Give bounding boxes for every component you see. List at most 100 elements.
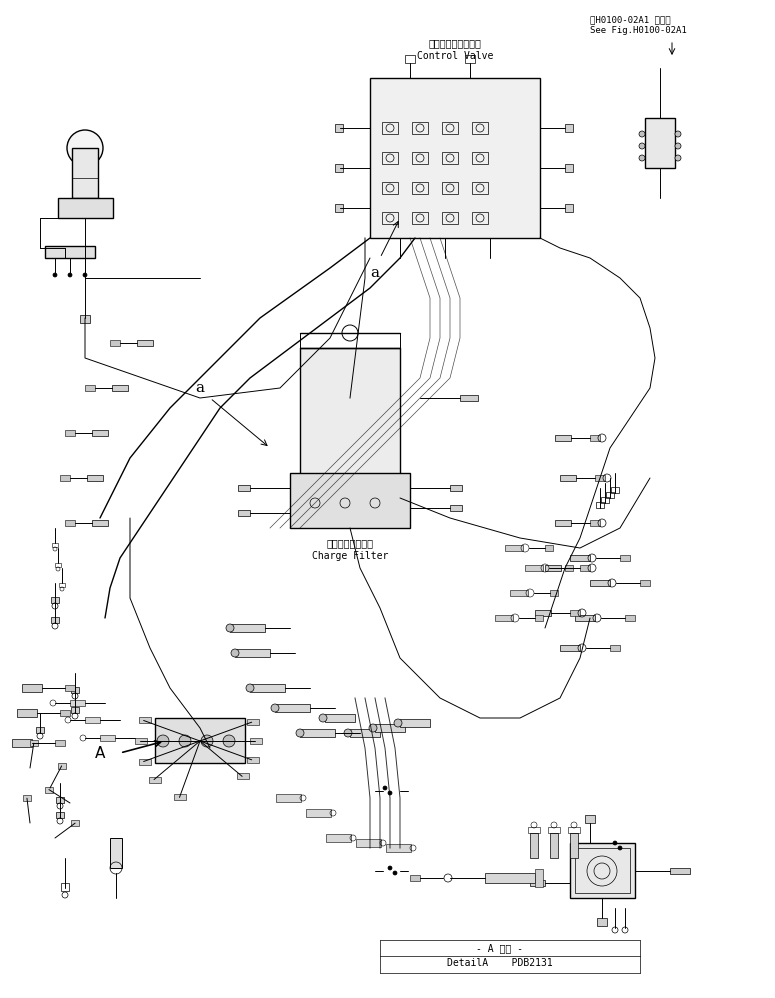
Bar: [548, 827, 560, 833]
Bar: [555, 520, 571, 526]
Bar: [60, 710, 70, 716]
Bar: [570, 555, 590, 561]
Bar: [155, 718, 245, 763]
Bar: [238, 510, 250, 516]
Bar: [450, 505, 462, 511]
Bar: [56, 797, 64, 803]
Bar: [530, 833, 538, 858]
Bar: [42, 760, 50, 766]
Circle shape: [675, 143, 681, 149]
Bar: [58, 198, 113, 218]
Bar: [85, 385, 95, 391]
Circle shape: [388, 866, 392, 870]
Bar: [535, 610, 551, 616]
Bar: [92, 520, 108, 526]
Bar: [412, 152, 428, 164]
Text: - A 詳細 -: - A 詳細 -: [477, 943, 523, 953]
Circle shape: [675, 131, 681, 137]
Bar: [382, 152, 398, 164]
Bar: [80, 315, 90, 323]
Bar: [545, 545, 553, 551]
Bar: [59, 583, 65, 587]
Bar: [560, 475, 576, 481]
Text: a: a: [195, 381, 205, 395]
Bar: [51, 597, 59, 603]
Text: チャージフィルタ: チャージフィルタ: [326, 538, 374, 548]
Bar: [52, 543, 58, 547]
Bar: [405, 55, 415, 63]
Circle shape: [394, 719, 402, 727]
Bar: [570, 610, 580, 616]
Bar: [640, 580, 650, 586]
Bar: [670, 868, 690, 874]
Bar: [237, 773, 249, 779]
Bar: [530, 880, 545, 886]
Bar: [65, 685, 75, 691]
Bar: [505, 545, 523, 551]
Text: DetailA    PDB2131: DetailA PDB2131: [447, 958, 553, 968]
Bar: [300, 729, 335, 737]
Bar: [92, 430, 108, 436]
Bar: [575, 848, 630, 893]
Bar: [65, 520, 75, 526]
Bar: [55, 740, 65, 746]
Bar: [335, 204, 343, 212]
Bar: [382, 122, 398, 134]
Circle shape: [369, 724, 377, 732]
Bar: [611, 487, 619, 493]
Bar: [350, 729, 380, 737]
Bar: [139, 758, 150, 764]
Circle shape: [388, 791, 392, 795]
Bar: [15, 797, 23, 803]
Circle shape: [639, 131, 645, 137]
Bar: [326, 834, 351, 842]
Bar: [335, 164, 343, 172]
Bar: [535, 615, 543, 621]
Bar: [45, 246, 95, 258]
Bar: [610, 645, 620, 651]
Bar: [465, 55, 475, 63]
Bar: [246, 756, 259, 762]
Bar: [645, 118, 675, 168]
Bar: [450, 485, 462, 491]
Bar: [550, 833, 558, 858]
Bar: [65, 430, 75, 436]
Text: Charge Filter: Charge Filter: [312, 551, 388, 561]
Bar: [460, 395, 478, 401]
Bar: [580, 565, 590, 571]
Bar: [442, 152, 458, 164]
Bar: [70, 700, 85, 706]
Bar: [56, 812, 64, 818]
Circle shape: [639, 155, 645, 161]
Bar: [61, 883, 69, 891]
Bar: [149, 776, 161, 782]
Circle shape: [67, 130, 103, 166]
Bar: [495, 615, 513, 621]
Bar: [585, 815, 595, 823]
Bar: [325, 714, 355, 722]
Bar: [595, 475, 605, 481]
Bar: [590, 580, 610, 586]
Bar: [565, 565, 573, 571]
Bar: [570, 833, 578, 858]
Bar: [22, 684, 42, 692]
Circle shape: [296, 729, 304, 737]
Bar: [137, 340, 153, 346]
Bar: [110, 340, 120, 346]
Bar: [400, 719, 430, 727]
Bar: [335, 124, 343, 132]
Bar: [382, 212, 398, 224]
Bar: [555, 435, 571, 441]
Circle shape: [246, 684, 254, 692]
Bar: [276, 794, 301, 802]
Circle shape: [613, 841, 617, 845]
Bar: [238, 485, 250, 491]
Bar: [246, 720, 259, 726]
Bar: [306, 809, 331, 817]
Circle shape: [179, 735, 191, 747]
Bar: [71, 707, 79, 713]
Bar: [8, 748, 16, 753]
Bar: [290, 473, 410, 528]
Bar: [560, 645, 580, 651]
Circle shape: [83, 273, 87, 277]
